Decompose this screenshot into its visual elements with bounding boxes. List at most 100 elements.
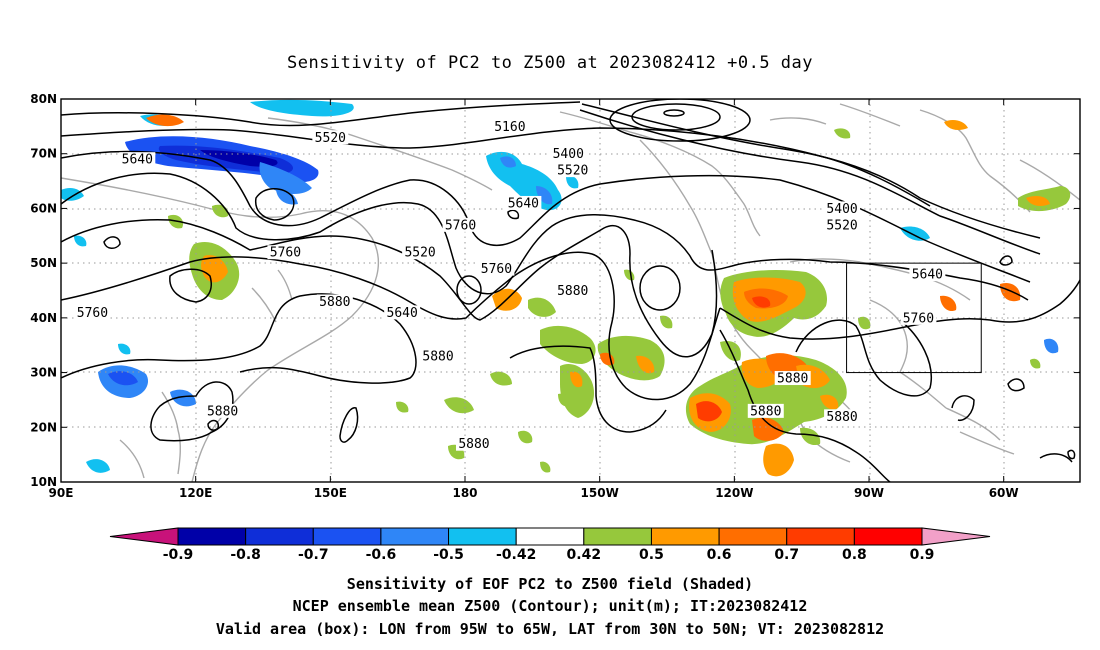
graticule xyxy=(61,99,1080,482)
contour-label: 5160 xyxy=(494,120,525,135)
colorbar-swatch xyxy=(515,527,585,546)
contour-label: 5760 xyxy=(270,246,301,261)
contour-label-bg xyxy=(119,152,156,167)
lon-tick-label: 120E xyxy=(179,486,212,500)
contour-label: 5640 xyxy=(122,153,153,168)
contour-label: 5520 xyxy=(826,218,857,233)
colorbar-label: 0.7 xyxy=(774,547,799,563)
lat-tick-label: 30N xyxy=(30,366,57,380)
lon-tick-label: 60W xyxy=(989,486,1019,500)
lon-tick-label: 150E xyxy=(314,486,347,500)
z500-contours xyxy=(61,99,1080,482)
contour-label: 5640 xyxy=(912,268,943,283)
contour-label: 5760 xyxy=(481,262,512,277)
lat-tick-label: 60N xyxy=(30,201,57,215)
contour-label: 5520 xyxy=(404,246,435,261)
contour-label-bg xyxy=(824,217,861,232)
colorbar-label: -0.6 xyxy=(366,547,397,563)
contour-label: 5520 xyxy=(315,131,346,146)
contour-label: 5760 xyxy=(445,218,476,233)
lon-tick-label: 120W xyxy=(715,486,753,500)
lon-tick-label: 90E xyxy=(49,486,74,500)
colorbar-label: 0.9 xyxy=(910,547,935,563)
contour-label-bg xyxy=(900,310,937,325)
contour-label: 5640 xyxy=(508,196,539,211)
contour-label-bg xyxy=(74,305,111,320)
lon-tick-label: 150W xyxy=(581,486,619,500)
colorbar-label: 0.42 xyxy=(567,547,602,563)
colorbar-swatch xyxy=(786,527,855,546)
contour-label: 5400 xyxy=(553,147,584,162)
contour-label: 5520 xyxy=(557,164,588,179)
contour-label-bg xyxy=(420,349,457,364)
colorbar-label: 0.5 xyxy=(639,547,664,563)
contour-label: 5880 xyxy=(777,372,808,387)
valid-area-box xyxy=(846,262,982,374)
contour-label-bg xyxy=(312,130,349,145)
lon-tick-label: 180 xyxy=(452,486,477,500)
colorbar-swatch xyxy=(448,527,517,546)
contour-label-bg xyxy=(316,294,353,309)
contour-label: 5880 xyxy=(207,404,238,419)
contour-label: 5760 xyxy=(903,311,934,326)
contour-label-bg xyxy=(442,217,479,232)
contour-label: 5880 xyxy=(422,350,453,365)
contour-label-bg xyxy=(824,201,861,216)
caption-line-2: NCEP ensemble mean Z500 (Contour); unit(… xyxy=(293,597,808,615)
contour-label: 5880 xyxy=(750,404,781,419)
colorbar-label: 0.6 xyxy=(707,547,732,563)
map-title: Sensitivity of PC2 to Z500 at 2023082412… xyxy=(287,53,813,73)
contour-label: 5880 xyxy=(826,410,857,425)
colorbar-swatch xyxy=(312,527,382,546)
colorbar-label: -0.42 xyxy=(496,547,536,563)
colorbar: -0.9 -0.8 -0.7 -0.6 -0.5 -0.42 0.42 0.5 0.6 0.7 0.… xyxy=(109,527,991,563)
contour-label-bg xyxy=(554,283,591,298)
map-area: 5520564051605400552056405760552057605760… xyxy=(60,98,1081,483)
colorbar-swatch xyxy=(380,527,450,546)
lat-tick-label: 20N xyxy=(30,420,57,434)
colorbar-label: -0.9 xyxy=(163,547,194,563)
colorbar-swatch xyxy=(718,527,788,546)
colorbar-left-tip xyxy=(109,527,179,546)
contour-label: 5880 xyxy=(557,284,588,299)
contour-label: 5880 xyxy=(319,295,350,310)
contour-labels: 5520564051605400552056405760552057605760… xyxy=(74,119,946,452)
colorbar-label: -0.8 xyxy=(230,547,261,563)
caption-line-3: Valid area (box): LON from 95W to 65W, L… xyxy=(216,620,884,638)
contour-label-bg xyxy=(747,403,784,418)
contour-label-bg xyxy=(774,371,811,386)
contour-label: 5400 xyxy=(826,202,857,217)
contour-label-bg xyxy=(384,305,421,320)
contour-label-bg xyxy=(505,195,542,210)
contour-label-bg xyxy=(909,267,946,282)
contour-label-bg xyxy=(402,245,439,260)
colorbar-right-tip xyxy=(921,527,991,546)
map-frame xyxy=(60,98,1081,483)
colorbar-swatch xyxy=(650,527,720,546)
lat-tick-label: 10N xyxy=(30,475,57,489)
lat-tick-label: 40N xyxy=(30,311,57,325)
colorbar-swatch xyxy=(177,527,247,546)
colorbar-label: -0.5 xyxy=(433,547,464,563)
axis-ticks: 90E 120E 150E 180 150W 120W 90W 60W 10N 20N 30N 40N… xyxy=(30,92,1080,500)
contour-label-bg xyxy=(491,119,528,134)
contour-label-bg xyxy=(455,436,492,451)
contour-label: 5880 xyxy=(458,437,489,452)
colorbar-label: -0.7 xyxy=(298,547,329,563)
colorbar-swatch xyxy=(853,527,923,546)
lat-tick-label: 80N xyxy=(30,92,57,106)
lat-tick-label: 70N xyxy=(30,147,57,161)
contour-label-bg xyxy=(550,146,587,161)
contour-label-bg xyxy=(824,409,861,424)
colorbar-swatch xyxy=(245,527,314,546)
contour-label-bg xyxy=(267,245,304,260)
lat-tick-label: 50N xyxy=(30,256,57,270)
contour-label-bg xyxy=(478,261,515,276)
caption-line-1: Sensitivity of EOF PC2 to Z500 field (Sh… xyxy=(347,575,753,593)
lon-tick-label: 90W xyxy=(854,486,884,500)
colorbar-swatch xyxy=(583,527,652,546)
contour-label: 5640 xyxy=(387,306,418,321)
contour-label: 5760 xyxy=(77,306,108,321)
colorbar-label: 0.8 xyxy=(842,547,867,563)
